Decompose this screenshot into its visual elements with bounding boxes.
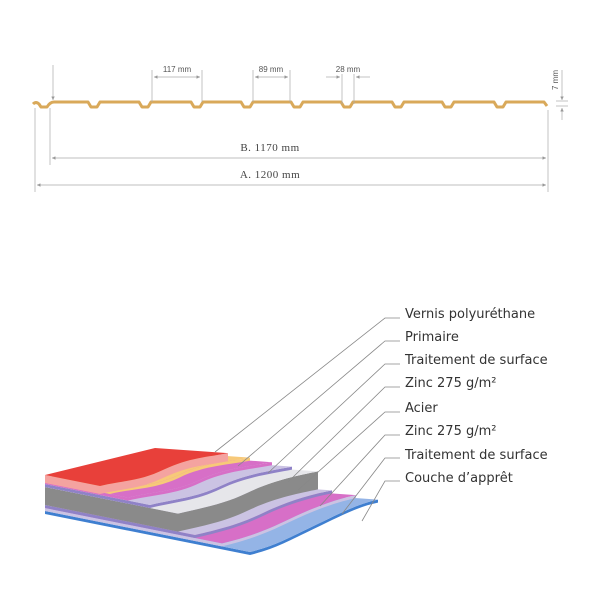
leader-line: [287, 386, 400, 483]
layer-zinc-bottom-edge: [45, 505, 195, 538]
layer-stack: [45, 448, 378, 555]
leader-line: [214, 317, 400, 453]
label-couche-appret: Couche d’apprêt: [405, 471, 513, 486]
layer-couche-appret-wave-edge: [250, 499, 378, 555]
label-zinc-bottom: Zinc 275 g/m²: [405, 424, 497, 439]
leader-line: [361, 480, 400, 522]
layer-zinc-top-wave-edge: [150, 466, 292, 508]
label-zinc-top: Zinc 275 g/m²: [405, 376, 497, 391]
layer-vernis-wave-edge: [100, 453, 228, 494]
leader-lines: [214, 317, 400, 522]
sheet-profile: [31, 100, 549, 109]
layer-vernis-edge: [45, 475, 100, 494]
label-vernis: Vernis polyuréthane: [405, 307, 536, 322]
leader-line: [319, 434, 400, 507]
label-primaire: Primaire: [405, 330, 459, 345]
dim-flat-width: 89 mm: [259, 65, 284, 74]
dim-width-b: B. 1170 mm: [240, 142, 299, 154]
leader-line: [341, 457, 400, 515]
label-traitement-bottom: Traitement de surface: [405, 448, 548, 463]
layer-zinc-bottom-wave-edge: [195, 490, 332, 538]
label-traitement-top: Traitement de surface: [405, 353, 548, 368]
layer-zinc-top-edge: [45, 484, 150, 508]
layer-vernis: [45, 448, 228, 486]
dim-width-a: A. 1200 mm: [240, 169, 300, 181]
label-acier: Acier: [405, 401, 438, 416]
dim-height: 7 mm: [551, 70, 560, 90]
dimension-lines: [34, 65, 568, 192]
leader-line: [237, 340, 400, 467]
leader-line: [267, 363, 400, 474]
layer-traitement-bottom-edge: [45, 508, 222, 547]
layer-couche-appret-edge: [45, 511, 250, 555]
layer-acier-edge: [45, 487, 178, 532]
dim-rib-pitch: 117 mm: [163, 65, 192, 74]
leader-line: [297, 411, 400, 491]
layer-acier-wave-edge: [178, 471, 318, 532]
dim-groove-width: 28 mm: [336, 65, 361, 74]
